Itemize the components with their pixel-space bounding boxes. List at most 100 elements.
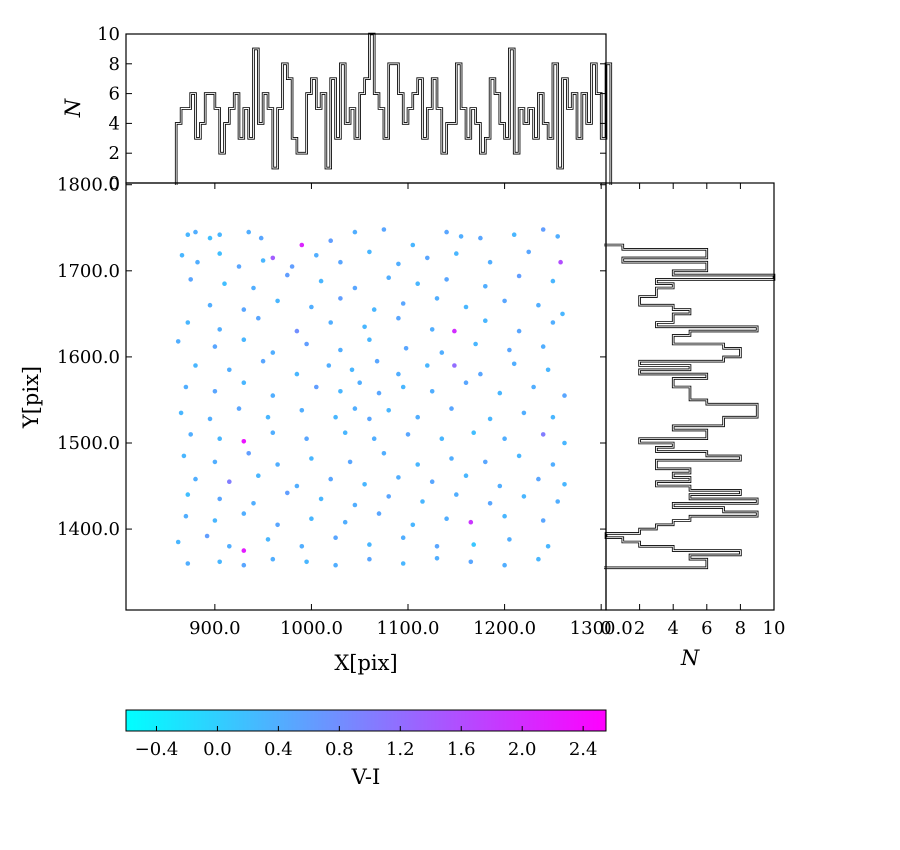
scatter-point [516, 273, 522, 279]
scatter-point [540, 344, 546, 349]
scatter-point [511, 232, 517, 237]
x-tick-label: 1300.0 [570, 618, 633, 639]
top-histogram-y-tick-label: 2 [109, 143, 120, 164]
scatter-point [352, 502, 358, 508]
scatter-plot: 900.0 1000.0 1100.0 1200.0 1300.0 1400.0 1500… [19, 175, 633, 675]
scatter-point [265, 537, 271, 542]
scatter-point [400, 301, 406, 306]
scatter-point [502, 298, 507, 304]
scatter-point [265, 414, 271, 420]
scatter-point [381, 227, 387, 232]
scatter-point [241, 307, 247, 312]
scatter-point [181, 453, 187, 459]
right-histogram-x-tick-label: 4 [667, 618, 678, 639]
scatter-point [227, 544, 232, 549]
scatter-point [371, 307, 377, 312]
scatter-point [483, 318, 488, 324]
scatter-point [507, 347, 512, 353]
y-tick-label: 1800.0 [57, 175, 120, 196]
scatter-point [452, 328, 457, 334]
scatter-point [536, 556, 541, 562]
scatter-x-ticks: 900.0 1000.0 1100.0 1200.0 1300.0 [189, 183, 633, 639]
colorbar-tick-label: 0.0 [203, 739, 232, 760]
scatter-point [429, 389, 435, 394]
scatter-point [405, 432, 411, 437]
scatter-point [285, 272, 290, 278]
scatter-point [429, 327, 435, 332]
scatter-point [193, 229, 198, 235]
scatter-point [531, 384, 536, 390]
scatter-point [258, 235, 264, 241]
scatter-point [376, 390, 382, 396]
scatter-point [473, 341, 478, 347]
scatter-point [396, 261, 401, 267]
scatter-point [178, 410, 184, 416]
scatter-point [251, 285, 256, 291]
scatter-point [555, 499, 560, 504]
scatter-point [507, 537, 512, 542]
scatter-point [304, 559, 309, 565]
scatter-point [367, 416, 372, 422]
scatter-point [526, 249, 531, 255]
scatter-point [357, 380, 363, 386]
scatter-point [207, 416, 213, 422]
scatter-point [371, 436, 377, 442]
scatter-point [374, 358, 380, 364]
right-histogram-x-tick-label: 6 [701, 618, 712, 639]
scatter-point [415, 281, 421, 287]
scatter-point [400, 535, 406, 540]
scatter-point [217, 251, 222, 256]
scatter-point [429, 479, 435, 485]
scatter-point [347, 459, 353, 465]
scatter-point [294, 328, 300, 334]
scatter-point [536, 476, 541, 482]
scatter-point [338, 389, 343, 394]
scatter-point [352, 406, 358, 411]
scatter-point [410, 522, 416, 528]
scatter-point [434, 556, 440, 561]
top-histogram-y-tick-label: 4 [109, 113, 120, 134]
scatter-point [454, 492, 459, 497]
scatter-point [367, 249, 372, 255]
scatter-point [185, 561, 191, 566]
top-histogram-y-tick-label: 0 [109, 173, 120, 194]
right-histogram-outline [604, 243, 776, 570]
right-histogram-frame [605, 182, 775, 611]
x-tick-label: 1200.0 [473, 618, 536, 639]
top-histogram-y-tick-label: 6 [109, 84, 120, 105]
scatter-point [342, 519, 348, 525]
scatter-point [396, 315, 401, 321]
scatter-point [483, 459, 488, 465]
scatter-point [270, 393, 276, 398]
scatter-point [309, 304, 314, 310]
scatter-point [367, 556, 372, 562]
scatter-point [367, 542, 372, 547]
scatter-point [241, 439, 247, 444]
scatter-point [212, 459, 218, 465]
scatter-point [183, 384, 189, 390]
scatter-point [562, 482, 567, 487]
scatter-point [550, 414, 556, 420]
scatter-point [207, 302, 213, 308]
right-histogram-x-tick-label: 8 [735, 618, 746, 639]
scatter-point [497, 390, 503, 396]
scatter-point [246, 451, 251, 456]
scatter-point [204, 533, 210, 539]
scatter-point [207, 235, 213, 241]
scatter-point [342, 430, 348, 436]
scatter-point [275, 522, 280, 528]
scatter-point [516, 328, 522, 334]
scatter-point [562, 440, 567, 446]
scatter-point [217, 559, 222, 565]
scatter-point [222, 281, 227, 287]
scatter-point [468, 519, 474, 525]
scatter-point [487, 259, 493, 265]
scatter-point [275, 298, 280, 304]
scatter-point [558, 259, 563, 265]
scatter-point [241, 562, 247, 568]
scatter-point [328, 476, 334, 482]
scatter-frame [125, 182, 607, 611]
scatter-point [304, 341, 309, 347]
scatter-point [463, 380, 469, 386]
